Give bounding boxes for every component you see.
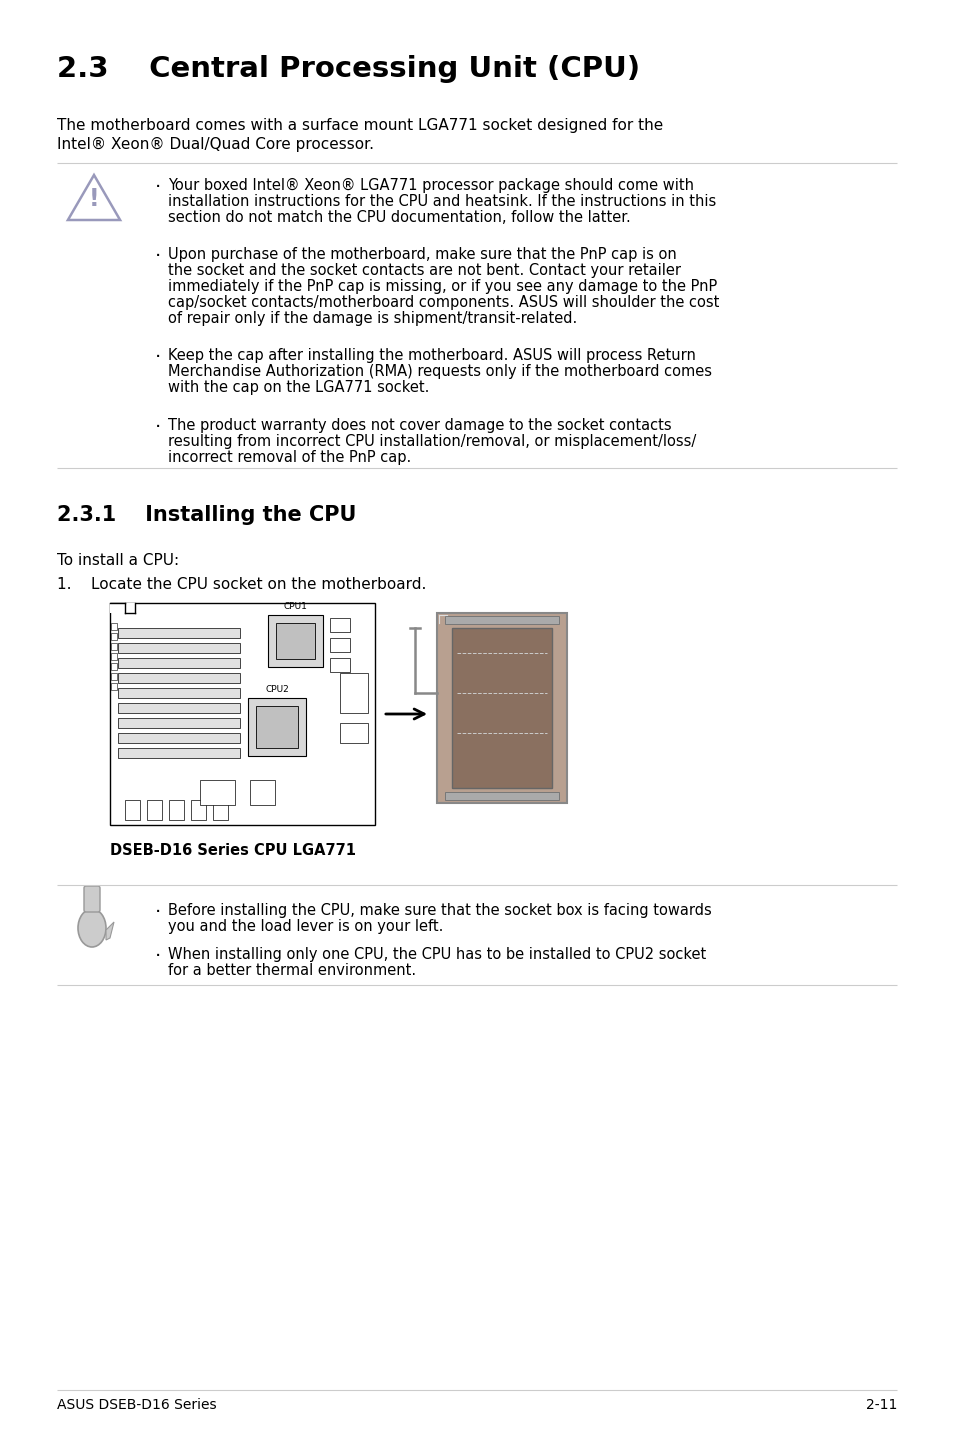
Text: ·: · [154, 247, 161, 266]
Text: ·: · [154, 178, 161, 197]
FancyBboxPatch shape [84, 886, 100, 912]
Bar [118, 643, 240, 653]
Bar [250, 779, 274, 805]
Text: of repair only if the damage is shipment/transit-related.: of repair only if the damage is shipment… [168, 311, 577, 326]
Text: you and the load lever is on your left.: you and the load lever is on your left. [168, 919, 443, 935]
Text: ·: · [154, 348, 161, 367]
Bar [191, 800, 206, 820]
Text: for a better thermal environment.: for a better thermal environment. [168, 963, 416, 978]
Bar [452, 628, 552, 788]
Text: CPU1: CPU1 [283, 603, 307, 611]
Bar [444, 792, 558, 800]
Text: ASUS DSEB-D16 Series: ASUS DSEB-D16 Series [57, 1398, 216, 1412]
Text: 1.    Locate the CPU socket on the motherboard.: 1. Locate the CPU socket on the motherbo… [57, 577, 426, 592]
Text: Merchandise Authorization (RMA) requests only if the motherboard comes: Merchandise Authorization (RMA) requests… [168, 364, 711, 380]
Bar [436, 613, 566, 802]
Text: 2-11: 2-11 [864, 1398, 896, 1412]
Bar [118, 718, 240, 728]
Text: Intel® Xeon® Dual/Quad Core processor.: Intel® Xeon® Dual/Quad Core processor. [57, 137, 374, 152]
Bar [125, 800, 140, 820]
Bar [169, 800, 184, 820]
Text: !: ! [89, 187, 99, 211]
Bar [111, 673, 117, 680]
Bar [118, 687, 240, 697]
Bar [118, 628, 240, 638]
Bar [444, 615, 558, 624]
Bar [111, 663, 117, 670]
Text: Before installing the CPU, make sure that the socket box is facing towards: Before installing the CPU, make sure tha… [168, 903, 711, 917]
Bar [111, 643, 117, 650]
Bar [111, 633, 117, 640]
Bar [147, 800, 162, 820]
Text: installation instructions for the CPU and heatsink. If the instructions in this: installation instructions for the CPU an… [168, 194, 716, 209]
Bar [118, 703, 240, 713]
Text: cap/socket contacts/motherboard components. ASUS will shoulder the cost: cap/socket contacts/motherboard componen… [168, 295, 719, 311]
Text: The product warranty does not cover damage to the socket contacts: The product warranty does not cover dama… [168, 418, 671, 433]
Bar [111, 683, 117, 690]
Text: the socket and the socket contacts are not bent. Contact your retailer: the socket and the socket contacts are n… [168, 263, 680, 278]
Bar [200, 779, 234, 805]
Bar [213, 800, 228, 820]
Text: The motherboard comes with a surface mount LGA771 socket designed for the: The motherboard comes with a surface mou… [57, 118, 662, 132]
Bar [118, 659, 240, 669]
Bar [111, 653, 117, 660]
Text: immediately if the PnP cap is missing, or if you see any damage to the PnP: immediately if the PnP cap is missing, o… [168, 279, 717, 293]
Text: ·: · [154, 418, 161, 437]
Text: section do not match the CPU documentation, follow the latter.: section do not match the CPU documentati… [168, 210, 630, 224]
Text: ·: · [154, 903, 161, 922]
Bar [330, 638, 350, 651]
Text: resulting from incorrect CPU installation/removal, or misplacement/loss/: resulting from incorrect CPU installatio… [168, 434, 696, 449]
Bar [118, 733, 240, 743]
Text: incorrect removal of the PnP cap.: incorrect removal of the PnP cap. [168, 450, 411, 464]
Bar [110, 603, 135, 613]
Text: Your boxed Intel® Xeon® LGA771 processor package should come with: Your boxed Intel® Xeon® LGA771 processor… [168, 178, 693, 193]
Bar [339, 673, 368, 713]
Bar [330, 659, 350, 672]
Bar [339, 723, 368, 743]
Bar [330, 618, 350, 631]
Bar [111, 623, 117, 630]
Text: 2.3    Central Processing Unit (CPU): 2.3 Central Processing Unit (CPU) [57, 55, 639, 83]
Bar [118, 673, 240, 683]
Bar [268, 615, 323, 667]
Bar [118, 748, 240, 758]
Text: When installing only one CPU, the CPU has to be installed to CPU2 socket: When installing only one CPU, the CPU ha… [168, 948, 705, 962]
Text: Keep the cap after installing the motherboard. ASUS will process Return: Keep the cap after installing the mother… [168, 348, 695, 362]
Text: ·: · [154, 948, 161, 966]
Polygon shape [106, 922, 113, 940]
Bar [248, 697, 306, 756]
Text: with the cap on the LGA771 socket.: with the cap on the LGA771 socket. [168, 380, 429, 395]
Text: Upon purchase of the motherboard, make sure that the PnP cap is on: Upon purchase of the motherboard, make s… [168, 247, 676, 262]
Text: To install a CPU:: To install a CPU: [57, 554, 179, 568]
Ellipse shape [78, 909, 106, 948]
Bar [255, 706, 297, 748]
Text: DSEB-D16 Series CPU LGA771: DSEB-D16 Series CPU LGA771 [110, 843, 355, 858]
Text: 2.3.1    Installing the CPU: 2.3.1 Installing the CPU [57, 505, 356, 525]
Bar [275, 623, 314, 659]
Text: CPU2: CPU2 [265, 684, 289, 695]
Bar [110, 603, 375, 825]
